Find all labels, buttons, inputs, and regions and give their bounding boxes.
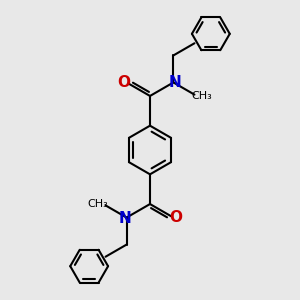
Text: N: N xyxy=(119,211,132,226)
Text: O: O xyxy=(169,210,182,225)
Text: N: N xyxy=(168,75,181,90)
Text: O: O xyxy=(118,75,130,90)
Text: CH₃: CH₃ xyxy=(88,199,108,209)
Text: CH₃: CH₃ xyxy=(192,91,212,101)
